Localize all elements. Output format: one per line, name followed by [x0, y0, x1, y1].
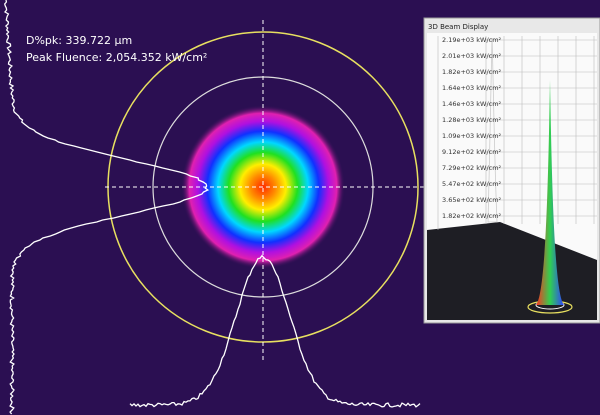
horizontal-profile [129, 254, 421, 408]
scale-label: 2.01e+03 kW/cm² [442, 52, 502, 60]
diameter-label: D%pk: 339.722 µm [26, 34, 132, 47]
inset-window: 3D Beam Display 2.19e+03 kW/cm² 2.01e+03 … [423, 17, 600, 324]
fluence-label: Peak Fluence: 2,054.352 kW/cm² [26, 51, 207, 64]
scale-label: 1.64e+03 kW/cm² [442, 84, 502, 92]
scale-label: 7.29e+02 kW/cm² [442, 164, 502, 172]
scale-label: 1.28e+03 kW/cm² [442, 116, 502, 124]
inset-title: 3D Beam Display [428, 23, 488, 31]
scale-label: 3.65e+02 kW/cm² [442, 196, 502, 204]
vertical-profile [3, 0, 210, 415]
beam-spike [536, 80, 564, 305]
scale-label: 2.19e+03 kW/cm² [442, 36, 502, 44]
inset-grid [437, 36, 597, 230]
scale-label: 1.46e+03 kW/cm² [442, 100, 502, 108]
scale-label: 1.82e+02 kW/cm² [442, 212, 502, 220]
scale-label: 1.09e+03 kW/cm² [442, 132, 502, 140]
scale-label: 5.47e+02 kW/cm² [442, 180, 502, 188]
scale-label: 9.12e+02 kW/cm² [442, 148, 502, 156]
scale-label: 1.82e+03 kW/cm² [442, 68, 502, 76]
side-profile [487, 37, 498, 223]
